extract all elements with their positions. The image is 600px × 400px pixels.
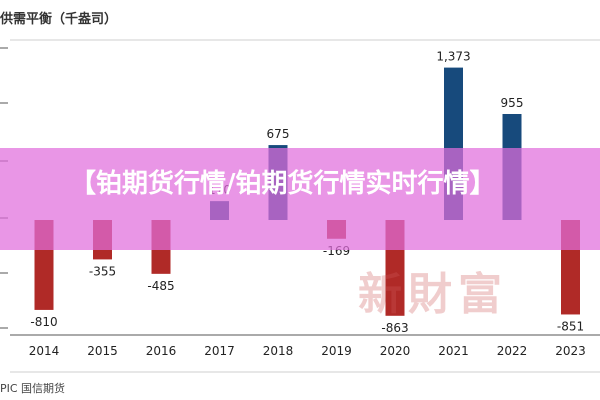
x-tick-label-2016: 2016	[146, 344, 177, 358]
x-tick-label-2018: 2018	[263, 344, 294, 358]
data-label-2020: -863	[381, 321, 408, 335]
x-tick-label-2020: 2020	[380, 344, 411, 358]
data-label-2014: -810	[30, 315, 57, 329]
x-tick-label-2017: 2017	[204, 344, 235, 358]
x-tick-label-2014: 2014	[29, 344, 60, 358]
x-tick-label-2015: 2015	[87, 344, 118, 358]
data-label-2021: 1,373	[436, 50, 470, 64]
x-tick-label-2023: 2023	[555, 344, 586, 358]
watermark-logo: 新財富	[358, 269, 508, 320]
x-tick-label-2021: 2021	[438, 344, 469, 358]
data-label-2016: -485	[147, 279, 174, 293]
x-tick-label-2019: 2019	[321, 344, 352, 358]
data-label-2018: 675	[267, 127, 290, 141]
x-tick-label-2022: 2022	[497, 344, 528, 358]
data-label-2023: -851	[557, 319, 584, 333]
chart-source: PIC 国信期货	[0, 382, 66, 395]
overlay-banner: 【铂期货行情/铂期货行情实时行情】	[0, 148, 600, 250]
data-label-2015: -355	[89, 264, 116, 278]
chart-title: 供需平衡（千盎司）	[0, 12, 118, 27]
data-label-2022: 955	[501, 96, 524, 110]
banner-text[interactable]: 【铂期货行情/铂期货行情实时行情】	[70, 169, 496, 199]
